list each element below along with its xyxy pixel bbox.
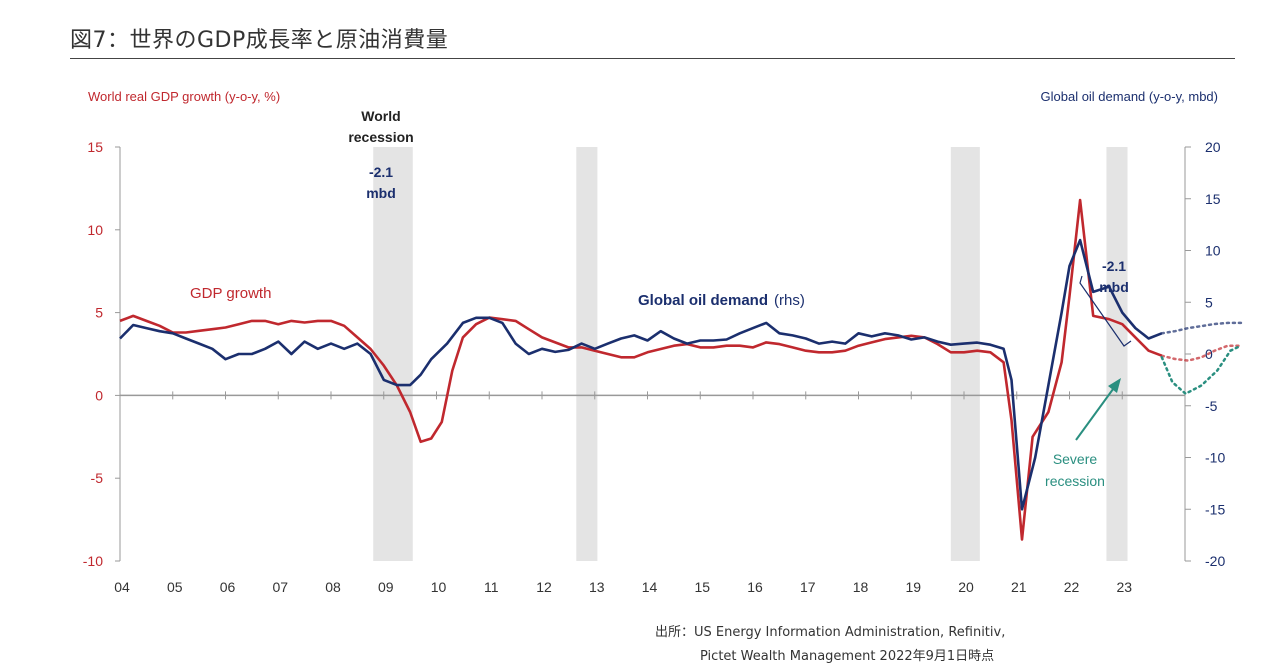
gfc-drop-label-line1: -2.1 — [369, 164, 393, 180]
severe-recession-label-line2: recession — [1045, 473, 1105, 489]
oil-series-label-bold: Global oil demand — [638, 292, 768, 309]
x-tick-label: 08 — [325, 579, 341, 595]
x-tick-label: 18 — [853, 579, 869, 595]
severe-recession-label-line1: Severe — [1053, 451, 1098, 467]
right-tick-label: 10 — [1205, 243, 1221, 259]
x-tick-label: 20 — [958, 579, 974, 595]
right-tick-label: 20 — [1205, 139, 1221, 155]
recession-band-1 — [576, 147, 598, 561]
severe-recession-projection — [1160, 344, 1243, 396]
gfc-drop-label-line2: mbd — [366, 185, 396, 201]
oil-series-label-suffix: (rhs) — [774, 292, 805, 309]
x-tick-label: 10 — [431, 579, 447, 595]
x-tick-label: 23 — [1116, 579, 1132, 595]
gdp-series-label: GDP growth — [190, 285, 271, 302]
right-tick-label: -15 — [1205, 501, 1225, 517]
severe-recession-arrow — [1075, 384, 1117, 441]
left-tick-label: 15 — [87, 139, 103, 155]
x-tick-label: 19 — [905, 579, 921, 595]
x-tick-label: 12 — [536, 579, 552, 595]
world-recession-label-line2: recession — [348, 129, 413, 145]
left-axis-label: World real GDP growth (y-o-y, %) — [88, 89, 280, 104]
x-tick-label: 06 — [220, 579, 236, 595]
x-tick-label: 17 — [800, 579, 816, 595]
left-tick-label: -5 — [91, 470, 104, 486]
severe-recession-arrowhead — [1108, 378, 1121, 393]
right-axis-label: Global oil demand (y-o-y, mbd) — [1041, 89, 1219, 104]
source-line-2: Pictet Wealth Management 2022年9月1日時点 — [700, 649, 995, 664]
x-tick-label: 15 — [694, 579, 710, 595]
left-tick-label: -10 — [83, 553, 103, 569]
projection-line-gdp-growth — [1160, 344, 1243, 362]
recent-drop-label-line1: -2.1 — [1102, 258, 1126, 274]
figure-title: 図7：世界のGDP成長率と原油消費量 — [70, 28, 449, 53]
right-tick-label: -20 — [1205, 553, 1225, 569]
recession-band-3 — [1106, 147, 1128, 561]
x-tick-label: 11 — [484, 579, 499, 595]
recession-band-0 — [373, 147, 413, 561]
recession-shading — [373, 147, 1128, 561]
right-tick-label: 5 — [1205, 294, 1213, 310]
right-tick-label: 15 — [1205, 191, 1221, 207]
x-tick-label: 07 — [272, 579, 288, 595]
source-line-1: 出所：US Energy Information Administration,… — [655, 625, 1006, 640]
x-tick-label: 13 — [589, 579, 605, 595]
x-tick-label: 22 — [1064, 579, 1080, 595]
series-lines — [119, 198, 1243, 541]
x-tick-label: 21 — [1011, 579, 1027, 595]
world-recession-label-line1: World — [361, 108, 400, 124]
series-line-oil-demand — [119, 238, 1163, 511]
recent-drop-label-line2: mbd — [1099, 279, 1129, 295]
left-tick-label: 0 — [95, 387, 103, 403]
oil-series-label: Global oil demand (rhs) — [638, 292, 805, 309]
x-tick-label: 05 — [167, 579, 183, 595]
projection-line-oil-demand — [1160, 321, 1243, 335]
title-divider — [70, 58, 1235, 59]
x-tick-label: 16 — [747, 579, 763, 595]
right-tick-label: -5 — [1205, 398, 1218, 414]
annotations: World real GDP growth (y-o-y, %) Global … — [88, 89, 1218, 489]
drop-bracket — [1079, 275, 1132, 347]
x-tick-label: 04 — [114, 579, 130, 595]
recession-band-2 — [950, 147, 980, 561]
series-line-gdp-growth — [119, 198, 1163, 541]
right-tick-label: -10 — [1205, 450, 1225, 466]
left-tick-label: 5 — [95, 305, 103, 321]
left-tick-label: 10 — [87, 222, 103, 238]
x-tick-label: 09 — [378, 579, 394, 595]
x-tick-label: 14 — [642, 579, 658, 595]
